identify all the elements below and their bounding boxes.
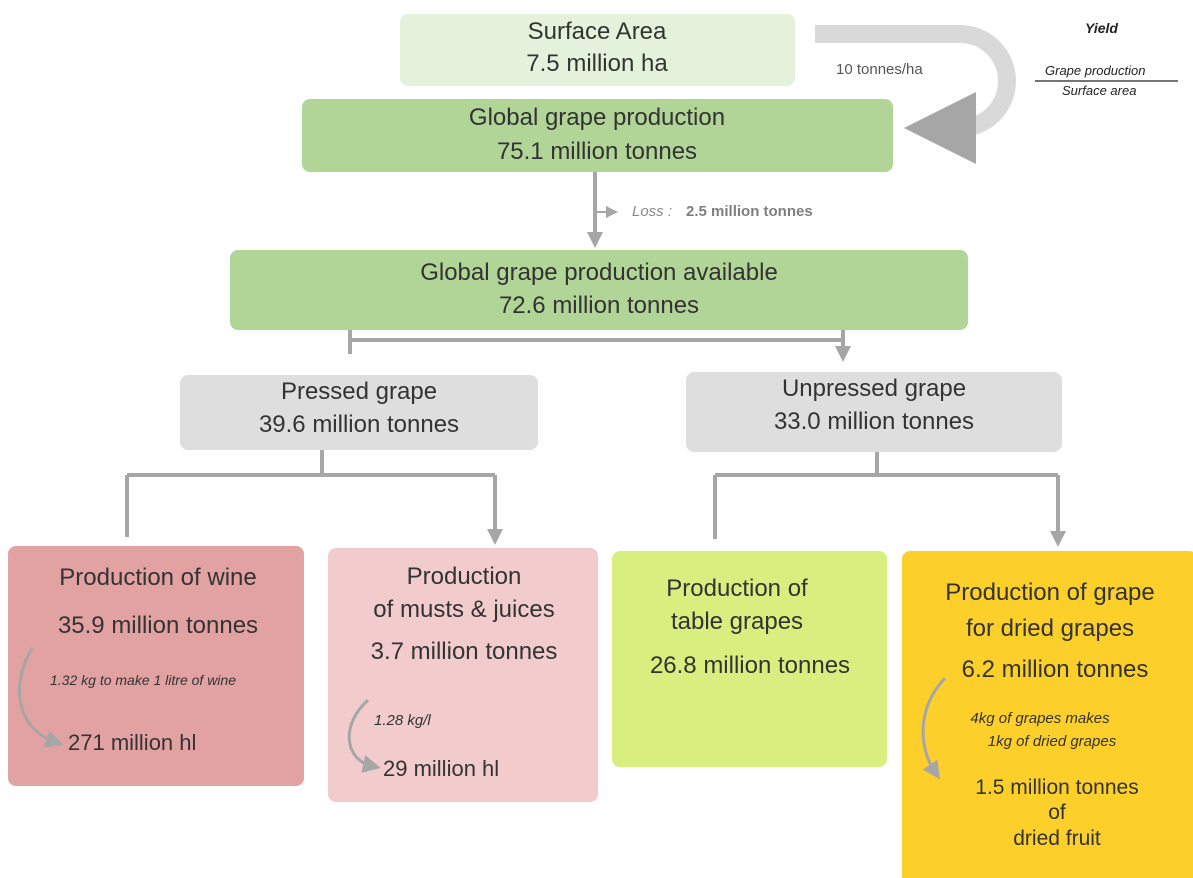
pressed-arrows [125, 535, 495, 537]
surface-value: 7.5 million ha [526, 50, 668, 77]
split-arrows [348, 352, 843, 354]
surface-title: Surface Area [527, 18, 667, 45]
loss-label: Loss : [632, 203, 673, 220]
pressed-value: 39.6 million tonnes [258, 411, 460, 438]
dried-result-line: dried fruit [1013, 827, 1101, 850]
pressed-title: Pressed grape [280, 378, 438, 405]
musts-value: 3.7 million tonnes [370, 638, 558, 665]
yield-rate: 10 tonnes/ha [836, 61, 923, 78]
split-lines [348, 330, 845, 352]
available-box [230, 250, 968, 330]
surface-box [400, 14, 795, 86]
global-value: 75.1 million tonnes [496, 138, 698, 165]
yield-denominator: Surface area [1062, 83, 1137, 98]
pressed-tree [125, 450, 497, 535]
loss-value: 2.5 million tonnes [686, 203, 813, 220]
wine-curve [18, 647, 64, 748]
unpressed-box [686, 372, 1062, 452]
dried-value: 6.2 million tonnes [961, 656, 1149, 683]
unpressed-tree [713, 452, 1060, 537]
musts-result: 29 million hl [383, 756, 500, 781]
dried-conversion-line: 4kg of grapes makes [970, 710, 1110, 727]
wine-result: 271 million hl [68, 730, 197, 755]
table-title-line: table grapes [670, 608, 804, 635]
dried-title-line: Production of grape [945, 579, 1155, 606]
global-title: Global grape production [468, 104, 726, 131]
pressed-box [180, 375, 538, 450]
table-title-line: Production of [666, 575, 808, 602]
wine-conversion: 1.32 kg to make 1 litre of wine [50, 672, 236, 688]
musts-curve [347, 698, 381, 773]
dried-conversion-line: 1kg of dried grapes [987, 733, 1117, 750]
dried-box [902, 551, 1193, 878]
available-title: Global grape production available [420, 259, 778, 286]
musts-title-line: Production [406, 563, 522, 590]
table-value: 26.8 million tonnes [649, 652, 851, 679]
unpressed-arrows [713, 537, 1058, 539]
yield-arrow [815, 25, 1016, 164]
global-box [302, 99, 893, 172]
unpressed-value: 33.0 million tonnes [773, 408, 975, 435]
wine-title: Production of wine [59, 564, 257, 591]
yield-numerator: Grape production [1045, 63, 1146, 78]
musts-conversion: 1.28 kg/l [374, 712, 431, 729]
musts-title-line: of musts & juices [373, 596, 555, 623]
dried-result-line: of [1048, 801, 1066, 824]
wine-value: 35.9 million tonnes [57, 612, 259, 639]
dried-result-line: 1.5 million tonnes [975, 776, 1139, 799]
dried-title-line: for dried grapes [965, 615, 1135, 642]
unpressed-title: Unpressed grape [781, 375, 967, 402]
yield-label: Yield [1085, 20, 1118, 36]
dried-curve [921, 676, 947, 780]
available-value: 72.6 million tonnes [498, 292, 700, 319]
table-box [612, 551, 887, 767]
